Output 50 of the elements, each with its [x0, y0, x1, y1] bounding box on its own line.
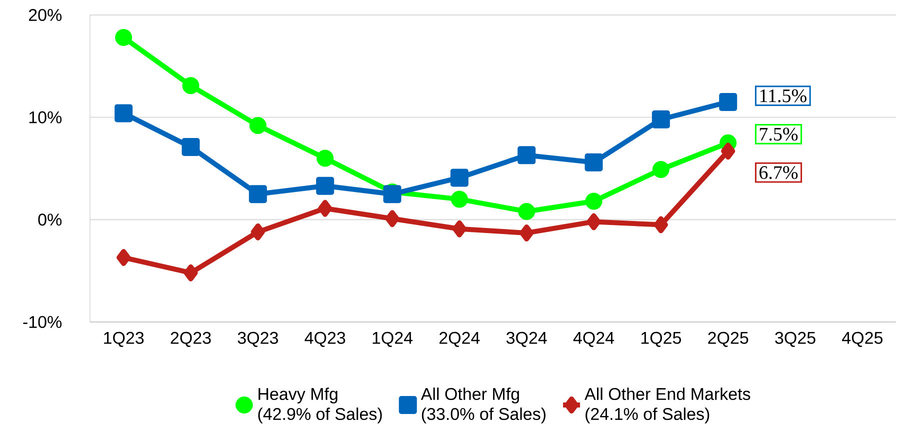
point	[652, 161, 670, 178]
y-tick-label: 20%	[28, 8, 62, 22]
point	[182, 138, 200, 156]
point	[248, 185, 267, 204]
data-label: 7.5%	[760, 128, 798, 141]
point	[116, 249, 131, 266]
point	[520, 224, 534, 242]
x-tick-label: 2Q23	[170, 332, 211, 347]
x-tick-label: 1Q24	[372, 332, 413, 347]
legend-label: All Other End Markets (24.1% of Sales)	[584, 388, 750, 424]
x-tick-label: 4Q24	[573, 332, 614, 347]
point	[114, 104, 133, 122]
point	[452, 220, 466, 238]
point	[652, 110, 670, 128]
point	[250, 223, 265, 240]
legend-label: All Other Mfg (33.0% of Sales)	[420, 388, 546, 424]
point	[318, 200, 332, 217]
y-tick-label: 0%	[38, 214, 62, 226]
y-tick-label: -10%	[23, 316, 62, 328]
point	[719, 92, 738, 111]
point	[316, 176, 334, 195]
x-tick-label: 1Q25	[641, 332, 681, 347]
point	[654, 216, 668, 234]
point	[184, 264, 198, 282]
data-label: 11.5%	[760, 89, 806, 102]
point	[721, 142, 736, 160]
data-label: 6.7%	[760, 166, 798, 180]
legend-label: Heavy Mfg (42.9% of Sales)	[258, 388, 382, 424]
point	[584, 153, 603, 172]
point	[585, 192, 602, 210]
point	[450, 168, 468, 187]
point	[586, 213, 601, 230]
x-tick-label: 3Q23	[238, 332, 278, 347]
point	[182, 77, 200, 94]
x-tick-label: 3Q25	[775, 332, 816, 347]
x-tick-label: 1Q23	[104, 332, 144, 347]
point	[316, 150, 334, 167]
point	[518, 146, 536, 164]
x-tick-label: 4Q23	[304, 332, 346, 347]
point	[518, 202, 536, 220]
point	[115, 29, 132, 46]
point	[450, 190, 468, 208]
x-tick-label: 3Q24	[506, 332, 547, 347]
point	[249, 117, 266, 134]
x-tick-label: 4Q25	[842, 332, 882, 347]
x-tick-label: 2Q25	[708, 332, 748, 347]
point	[383, 185, 402, 204]
x-tick-label: 2Q24	[439, 332, 480, 347]
y-tick-label: 10%	[29, 111, 62, 124]
point	[385, 210, 400, 228]
